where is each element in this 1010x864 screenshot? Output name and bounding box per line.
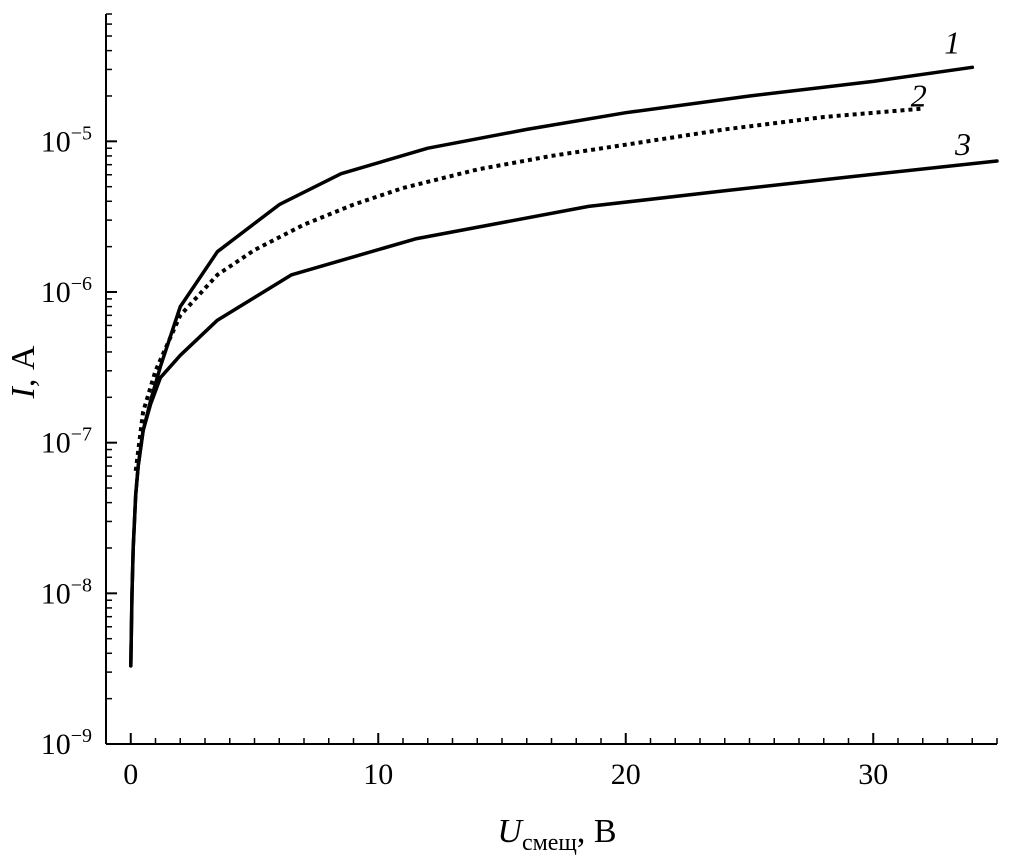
axes: 0 10 20 30 10−9 10−8 10−7 10−6 10−5 [41, 13, 998, 791]
y-tick-label: 10−6 [41, 273, 92, 309]
series-line-3 [129, 159, 999, 668]
x-tick-label: 30 [858, 758, 888, 791]
x-tick-label: 0 [123, 758, 138, 791]
x-tick-label: 10 [363, 758, 393, 791]
y-axis-label: I, А [5, 345, 42, 399]
series-lines [129, 65, 999, 668]
y-tick-label: 10−7 [41, 424, 92, 460]
y-tick-label: 10−8 [41, 574, 92, 610]
y-tick-label: 10−5 [41, 122, 92, 158]
series-line-2 [133, 106, 923, 472]
series-line-1 [129, 65, 975, 668]
series-label-1: 1 [944, 24, 960, 60]
x-tick-label: 20 [611, 758, 641, 791]
y-tick-label: 10−9 [41, 725, 92, 761]
series-label-3: 3 [954, 126, 971, 162]
series-labels: 123 [911, 24, 971, 162]
x-axis-label: Uсмещ, В [497, 813, 616, 856]
series-label-2: 2 [911, 78, 927, 114]
